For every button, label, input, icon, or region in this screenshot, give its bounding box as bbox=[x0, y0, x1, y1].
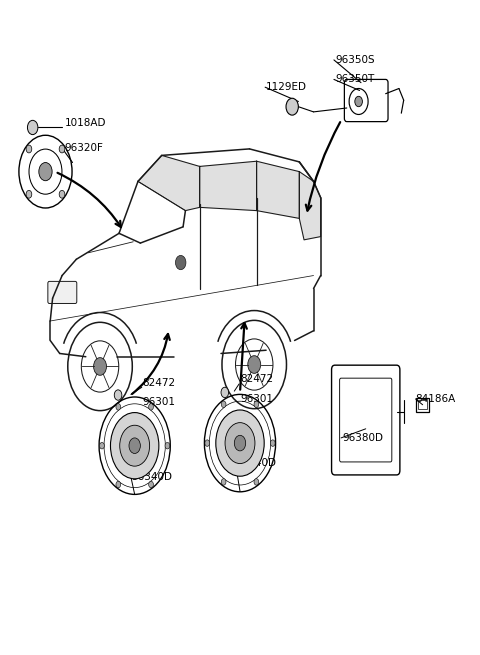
Text: 1018AD: 1018AD bbox=[64, 118, 106, 128]
Polygon shape bbox=[138, 155, 200, 211]
Polygon shape bbox=[200, 161, 257, 211]
Text: 96320F: 96320F bbox=[64, 143, 103, 153]
Circle shape bbox=[221, 401, 226, 407]
Circle shape bbox=[39, 162, 52, 181]
Circle shape bbox=[149, 403, 154, 410]
Circle shape bbox=[27, 121, 38, 135]
Circle shape bbox=[355, 96, 362, 107]
Circle shape bbox=[205, 440, 210, 446]
Text: 96301: 96301 bbox=[143, 397, 176, 407]
Circle shape bbox=[216, 410, 264, 476]
Text: 82472: 82472 bbox=[143, 378, 176, 388]
Circle shape bbox=[94, 358, 107, 375]
Text: 1129ED: 1129ED bbox=[266, 83, 307, 92]
Text: 96350S: 96350S bbox=[335, 55, 374, 65]
Circle shape bbox=[149, 481, 154, 488]
Circle shape bbox=[221, 387, 228, 398]
Circle shape bbox=[116, 403, 120, 410]
Circle shape bbox=[116, 481, 120, 488]
Text: 96340D: 96340D bbox=[131, 472, 172, 482]
Circle shape bbox=[270, 440, 275, 446]
Circle shape bbox=[114, 390, 122, 400]
Circle shape bbox=[286, 98, 299, 115]
Text: 82472: 82472 bbox=[240, 375, 273, 384]
Circle shape bbox=[59, 145, 65, 153]
Circle shape bbox=[225, 422, 255, 464]
Text: 96350T: 96350T bbox=[335, 75, 374, 84]
Circle shape bbox=[129, 438, 140, 453]
Polygon shape bbox=[300, 172, 321, 240]
Text: 84186A: 84186A bbox=[416, 394, 456, 404]
Bar bbox=[419, 400, 427, 409]
Circle shape bbox=[165, 442, 170, 449]
Circle shape bbox=[254, 401, 259, 407]
Bar bbox=[417, 398, 429, 412]
Polygon shape bbox=[257, 161, 300, 218]
Circle shape bbox=[110, 413, 159, 479]
Text: 96340D: 96340D bbox=[235, 458, 276, 468]
Circle shape bbox=[26, 191, 32, 198]
Circle shape bbox=[26, 145, 32, 153]
Circle shape bbox=[234, 436, 246, 451]
FancyBboxPatch shape bbox=[48, 282, 77, 303]
Circle shape bbox=[59, 191, 65, 198]
Text: 96380D: 96380D bbox=[342, 433, 383, 443]
Circle shape bbox=[248, 356, 261, 373]
Circle shape bbox=[120, 425, 150, 466]
Circle shape bbox=[176, 255, 186, 270]
Circle shape bbox=[221, 479, 226, 485]
Circle shape bbox=[254, 479, 259, 485]
Circle shape bbox=[99, 442, 104, 449]
Text: 96301: 96301 bbox=[240, 394, 273, 404]
